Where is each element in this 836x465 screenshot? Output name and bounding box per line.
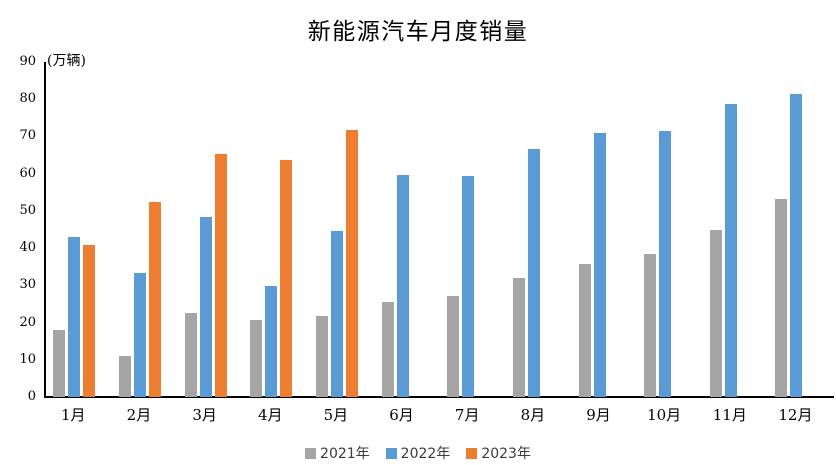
y-axis-line xyxy=(44,62,46,398)
bar-2023年-2月 xyxy=(148,201,161,397)
bar-2021年-5月 xyxy=(315,316,328,397)
bar-2021年-12月 xyxy=(775,199,788,397)
x-axis-label: 10月 xyxy=(647,406,682,424)
bar-2021年-1月 xyxy=(53,330,66,397)
bar-2022年-9月 xyxy=(593,133,606,397)
x-axis-label: 5月 xyxy=(323,406,349,424)
y-axis-tick-label: 40 xyxy=(19,240,36,256)
bar-2022年-11月 xyxy=(724,104,737,397)
bar-2021年-8月 xyxy=(512,277,525,397)
y-axis-tick-label: 70 xyxy=(19,128,36,144)
bar-2022年-3月 xyxy=(199,216,212,397)
legend-label: 2021年 xyxy=(320,446,370,462)
legend-label: 2023年 xyxy=(481,446,531,462)
y-axis-tick-label: 80 xyxy=(19,91,36,107)
bar-2021年-9月 xyxy=(578,264,591,397)
y-axis-tick-label: 60 xyxy=(19,165,36,181)
legend: 2021年 2022年 2023年 xyxy=(0,443,836,463)
bar-2021年-7月 xyxy=(447,296,460,397)
legend-item-2023年: 2023年 xyxy=(466,443,531,463)
bar-2021年-3月 xyxy=(184,312,197,397)
bar-2022年-8月 xyxy=(527,149,540,397)
x-axis-label: 9月 xyxy=(586,406,611,424)
chart-title: 新能源汽车月度销量 xyxy=(307,19,529,45)
bar-2022年-6月 xyxy=(396,175,409,397)
y-axis-tick-label: 0 xyxy=(27,389,36,404)
y-axis-tick-label: 20 xyxy=(19,314,36,330)
bar-2021年-2月 xyxy=(118,356,131,397)
x-axis-label: 6月 xyxy=(389,406,414,424)
x-axis-line xyxy=(44,396,834,398)
x-axis-label: 1月 xyxy=(61,406,86,424)
y-axis-tick-label: 30 xyxy=(19,277,36,293)
bar-2021年-4月 xyxy=(250,320,263,397)
bar-2021年-11月 xyxy=(709,229,722,397)
legend-label: 2022年 xyxy=(400,446,451,462)
x-axis-label: 3月 xyxy=(192,406,217,424)
legend-swatch-icon xyxy=(305,447,317,459)
legend-swatch-icon xyxy=(385,447,397,459)
bar-2023年-1月 xyxy=(83,245,96,397)
y-axis-tick-label: 90 xyxy=(19,54,36,69)
bar-2022年-1月 xyxy=(68,236,81,397)
plot-area xyxy=(45,62,834,397)
bar-2023年-5月 xyxy=(345,130,358,397)
y-axis-tick-label: 50 xyxy=(19,202,36,218)
bar-2022年-4月 xyxy=(265,285,278,397)
bar-2021年-10月 xyxy=(644,254,657,397)
x-axis-label: 2月 xyxy=(126,406,152,424)
x-axis-label: 4月 xyxy=(257,406,283,424)
bar-2021年-6月 xyxy=(381,301,394,397)
y-axis-unit-label: (万辆) xyxy=(47,53,86,69)
bar-2022年-5月 xyxy=(330,230,343,397)
x-axis-label: 12月 xyxy=(778,406,813,424)
bar-2022年-2月 xyxy=(133,272,146,397)
x-axis-label: 11月 xyxy=(712,406,747,424)
bar-2022年-10月 xyxy=(659,131,672,397)
legend-swatch-icon xyxy=(466,447,478,459)
x-axis-label: 7月 xyxy=(454,406,480,424)
bar-2023年-4月 xyxy=(280,160,293,397)
bar-2022年-7月 xyxy=(462,176,475,397)
legend-item-2021年: 2021年 xyxy=(305,443,370,463)
legend-item-2022年: 2022年 xyxy=(385,443,451,463)
bar-2022年-12月 xyxy=(790,94,803,397)
x-axis-label: 8月 xyxy=(520,406,546,424)
y-axis-tick-label: 10 xyxy=(19,351,36,367)
bar-2023年-3月 xyxy=(214,153,227,397)
